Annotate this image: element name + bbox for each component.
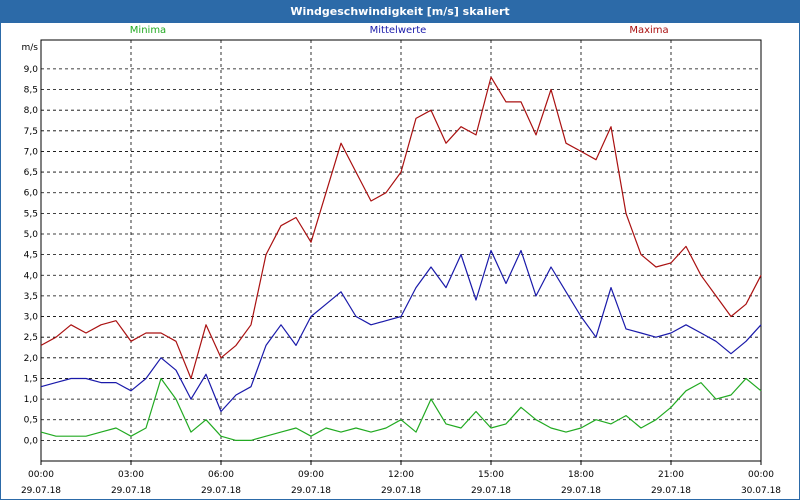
y-tick-label: 8,0 (24, 106, 39, 116)
y-axis-unit: m/s (22, 43, 39, 53)
x-tick-date: 29.07.18 (381, 486, 421, 496)
y-tick-label: 5,5 (24, 209, 38, 219)
x-tick-time: 00:00 (748, 470, 774, 480)
y-tick-label: 0,0 (24, 436, 39, 446)
x-tick-time: 18:00 (568, 470, 594, 480)
x-tick-date: 29.07.18 (651, 486, 691, 496)
series-line-minima (40, 377, 762, 441)
x-tick-time: 15:00 (478, 470, 504, 480)
x-tick-date: 29.07.18 (21, 486, 61, 496)
y-tick-label: 9,0 (24, 65, 39, 75)
y-tick-label: 2,0 (24, 354, 39, 364)
y-tick-label: 1,0 (24, 395, 39, 405)
chart-area: 0,0 0,5 1,0 1,5 2,0 2,5 3,0 3,5 4,0 4,5 5,0 5,5 6,0 6… (21, 25, 781, 496)
y-tick-label: 6,5 (24, 168, 38, 178)
y-tick-label: 3,0 (24, 313, 39, 323)
x-tick-time: 03:00 (118, 470, 144, 480)
x-tick-time: 06:00 (208, 470, 234, 480)
y-tick-label: 7,5 (24, 127, 38, 137)
x-tick-time: 09:00 (298, 470, 324, 480)
legend-maxima: Maxima (629, 25, 668, 36)
y-tick-label: 2,5 (24, 333, 38, 343)
y-tick-label: 1,5 (24, 374, 38, 384)
legend-minima: Minima (130, 25, 166, 36)
x-tick-time: 21:00 (658, 470, 684, 480)
x-tick-time: 12:00 (388, 470, 414, 480)
x-tick-date: 29.07.18 (291, 486, 331, 496)
y-tick-label: 3,5 (24, 292, 38, 302)
y-tick-label: 6,0 (24, 189, 39, 199)
x-tick-date: 29.07.18 (471, 486, 511, 496)
window-title: Windgeschwindigkeit [m/s] skaliert (1, 1, 799, 23)
x-tick-time: 00:00 (28, 470, 54, 480)
series-line-maxima (40, 76, 762, 380)
y-tick-label: 8,5 (24, 86, 38, 96)
x-tick-date: 29.07.18 (201, 486, 241, 496)
legend-mittelwerte: Mittelwerte (370, 25, 427, 36)
x-tick-date: 29.07.18 (111, 486, 151, 496)
y-tick-label: 5,0 (24, 230, 39, 240)
x-tick-date: 30.07.18 (741, 486, 781, 496)
y-tick-label: 0,5 (24, 416, 38, 426)
series-line-mittelwerte (40, 249, 762, 413)
x-tick-date: 29.07.18 (561, 486, 601, 496)
y-tick-label: 7,0 (24, 147, 39, 157)
y-tick-label: 4,5 (24, 251, 38, 261)
y-tick-label: 4,0 (24, 271, 39, 281)
